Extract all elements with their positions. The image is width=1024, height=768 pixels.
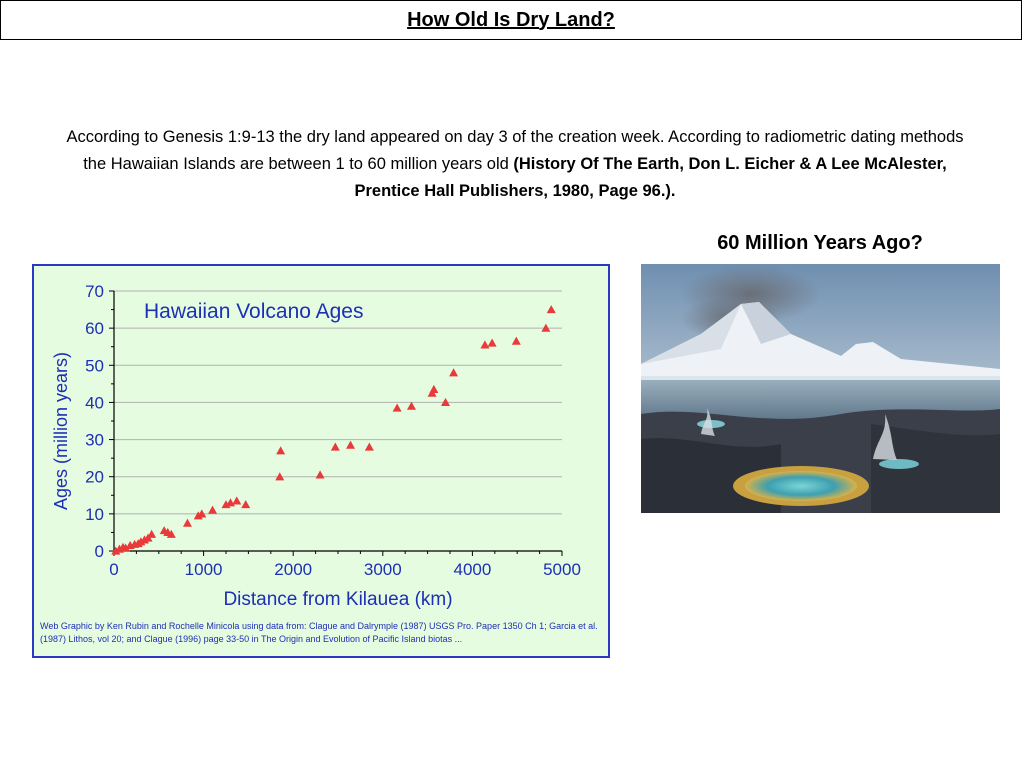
data-point xyxy=(346,440,356,449)
data-point xyxy=(480,340,490,349)
data-point xyxy=(330,442,340,451)
data-point xyxy=(208,505,218,514)
slide-title: How Old Is Dry Land? xyxy=(407,8,615,31)
x-tick-label: 4000 xyxy=(453,560,491,579)
data-point xyxy=(406,401,416,410)
data-point xyxy=(241,500,251,509)
data-point xyxy=(197,509,207,518)
intro-paragraph: According to Genesis 1:9-13 the dry land… xyxy=(60,124,970,205)
data-point xyxy=(182,518,192,527)
data-point xyxy=(546,305,556,314)
y-tick-label: 20 xyxy=(85,468,104,487)
image-caption: 60 Million Years Ago? xyxy=(717,232,923,254)
data-point xyxy=(166,529,176,538)
intro-citation: (History Of The Earth, Don L. Eicher & A… xyxy=(354,155,947,200)
data-point xyxy=(315,470,325,479)
data-point xyxy=(487,338,497,347)
data-point xyxy=(541,323,551,332)
y-tick-label: 0 xyxy=(95,542,104,561)
volcanic-landscape-painting xyxy=(641,264,1000,513)
y-tick-label: 30 xyxy=(85,431,104,450)
data-point xyxy=(147,529,157,538)
data-point xyxy=(276,446,286,455)
y-tick-label: 70 xyxy=(85,282,104,301)
intro-text: According to Genesis 1:9-13 the dry land… xyxy=(66,128,964,173)
x-tick-label: 0 xyxy=(109,560,118,579)
slide-title-bar: How Old Is Dry Land? xyxy=(0,0,1022,40)
landscape-illustration xyxy=(641,264,1000,513)
x-tick-label: 5000 xyxy=(543,560,581,579)
data-point xyxy=(511,336,521,345)
y-tick-label: 40 xyxy=(85,393,104,412)
data-point xyxy=(392,403,402,412)
y-tick-label: 50 xyxy=(85,356,104,375)
chart-svg: 0 10 20 30 40 50 60 70 0 1000 2000 3000 4000 5000 Hawa… xyxy=(51,282,581,610)
volcano-age-chart: 0 10 20 30 40 50 60 70 0 1000 2000 3000 4000 5000 Hawa… xyxy=(32,264,610,658)
data-point xyxy=(364,442,374,451)
data-point xyxy=(449,368,459,377)
data-point xyxy=(429,384,439,394)
x-tick-label: 2000 xyxy=(274,560,312,579)
x-tick-label: 1000 xyxy=(185,560,223,579)
y-tick-label: 10 xyxy=(85,505,104,524)
x-axis-label: Distance from Kilauea (km) xyxy=(223,589,452,610)
data-point xyxy=(441,397,451,407)
x-tick-label: 3000 xyxy=(364,560,402,579)
y-axis-label: Ages (million years) xyxy=(51,352,71,510)
chart-title: Hawaiian Volcano Ages xyxy=(144,300,364,323)
chart-credit: Web Graphic by Ken Rubin and Rochelle Mi… xyxy=(40,621,598,644)
data-point xyxy=(275,472,285,481)
data-point xyxy=(121,543,131,552)
y-tick-label: 60 xyxy=(85,319,104,338)
data-point xyxy=(232,496,242,505)
